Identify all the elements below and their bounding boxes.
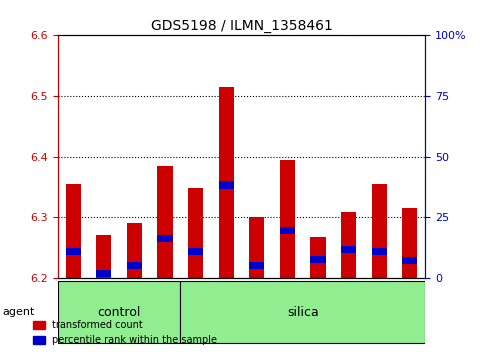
Bar <box>311 256 326 263</box>
Bar <box>371 184 387 278</box>
Bar <box>280 227 295 234</box>
Text: silica: silica <box>287 306 319 319</box>
Text: agent: agent <box>2 307 35 316</box>
Bar <box>188 188 203 278</box>
Bar <box>96 235 112 278</box>
FancyBboxPatch shape <box>180 281 425 343</box>
Bar <box>249 217 265 278</box>
Bar <box>157 235 173 242</box>
Bar <box>66 184 81 278</box>
Bar <box>402 257 417 264</box>
Bar <box>280 160 295 278</box>
Bar <box>219 181 234 189</box>
Bar <box>371 248 387 255</box>
Bar <box>219 87 234 278</box>
Bar <box>127 262 142 269</box>
Bar <box>127 223 142 278</box>
Title: GDS5198 / ILMN_1358461: GDS5198 / ILMN_1358461 <box>151 19 332 33</box>
FancyBboxPatch shape <box>58 281 180 343</box>
Legend: transformed count, percentile rank within the sample: transformed count, percentile rank withi… <box>29 316 221 349</box>
Bar <box>188 248 203 255</box>
Bar <box>96 270 112 277</box>
Bar <box>249 262 265 269</box>
Bar <box>66 248 81 255</box>
Bar <box>402 208 417 278</box>
Bar <box>157 166 173 278</box>
Bar <box>311 236 326 278</box>
Bar <box>341 246 356 253</box>
Bar <box>341 212 356 278</box>
Text: control: control <box>98 306 141 319</box>
